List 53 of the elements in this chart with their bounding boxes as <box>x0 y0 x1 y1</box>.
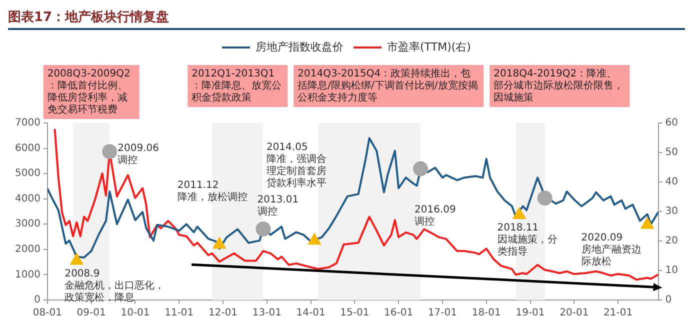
x-tick-label: 12-01 <box>208 308 238 319</box>
y-tick-label: 2000 <box>14 244 40 256</box>
annotation: 2009.06 调控 <box>118 143 159 166</box>
point <box>640 217 654 229</box>
y-tick-label: 1000 <box>14 269 40 280</box>
x-tick-label: 19-01 <box>516 308 545 319</box>
band-label: 2018Q4-2019Q2：降准、部分城市边际放松限价限售，因城施策 <box>494 68 624 104</box>
y-tick-label: 5000 <box>14 168 40 180</box>
y2-tick-label: 20 <box>665 236 678 247</box>
x-tick-label: 18-01 <box>472 308 501 319</box>
point <box>512 208 526 220</box>
annotation: 2008.9 金融危机，出口恶化，政策宽松，降息 <box>64 268 165 304</box>
x-tick-label: 10-01 <box>120 308 150 319</box>
y2-tick-label: 10 <box>665 265 678 276</box>
y-tick-label: 0 <box>34 294 40 306</box>
y2-tick-label: 60 <box>665 118 678 129</box>
x-tick-label: 08-01 <box>32 308 62 319</box>
band-label: 2008Q3-2009Q2：降低首付比例、降低房贷利率，减免交易环节税费 <box>47 68 130 116</box>
y-tick-label: 7000 <box>14 118 40 129</box>
y2-tick-label: 30 <box>665 206 678 218</box>
band-label: 2012Q1-2013Q1：降准降息、放宽公积金贷款政策 <box>192 68 282 104</box>
annotation: 2018.11 因城施策，分类指导 <box>497 222 558 258</box>
legend-label: 房地产指数收盘价 <box>256 40 344 54</box>
y2-tick-label: 0 <box>665 294 672 306</box>
point <box>70 253 84 265</box>
y2-tick-label: 40 <box>665 176 678 188</box>
y-tick-label: 6000 <box>14 142 40 154</box>
x-tick-label: 20-01 <box>560 308 589 319</box>
annotation: 2014.05 降准，强调合理定制首套房贷款利率水平 <box>266 142 326 190</box>
annotation: 2020.09 房地产融资边际放松 <box>581 232 642 268</box>
y2-tick-label: 50 <box>665 147 678 158</box>
x-tick-label: 21-01 <box>604 308 633 319</box>
point <box>102 144 118 160</box>
annotation: 2016.09 调控 <box>414 204 456 228</box>
x-tick-label: 15-01 <box>340 308 370 319</box>
point <box>308 233 322 245</box>
annotation: 2011.12 降准，放松调控 <box>177 180 248 204</box>
legend-label: 市盈率(TTM)(右) <box>387 40 471 54</box>
chart-title: 图表17：地产板块行情复盘 <box>8 8 685 30</box>
y-tick-label: 4000 <box>14 193 40 204</box>
x-tick-label: 14-01 <box>296 308 326 319</box>
band-label: 2014Q3-2015Q4：政策持续推出，包括降息/限购松绑/下调首付比例/放宽按揭公积金支持力度等 <box>298 68 478 104</box>
point <box>212 237 226 249</box>
annotation: 2013.01 调控 <box>257 194 299 218</box>
y-tick-label: 3000 <box>14 218 40 230</box>
x-tick-label: 16-01 <box>384 308 414 319</box>
point <box>413 161 428 176</box>
x-tick-label: 17-01 <box>428 308 458 319</box>
x-tick-label: 13-01 <box>252 308 282 319</box>
x-tick-label: 09-01 <box>76 308 106 319</box>
x-tick-label: 11-01 <box>164 308 194 319</box>
point <box>256 221 271 236</box>
point <box>537 190 552 206</box>
